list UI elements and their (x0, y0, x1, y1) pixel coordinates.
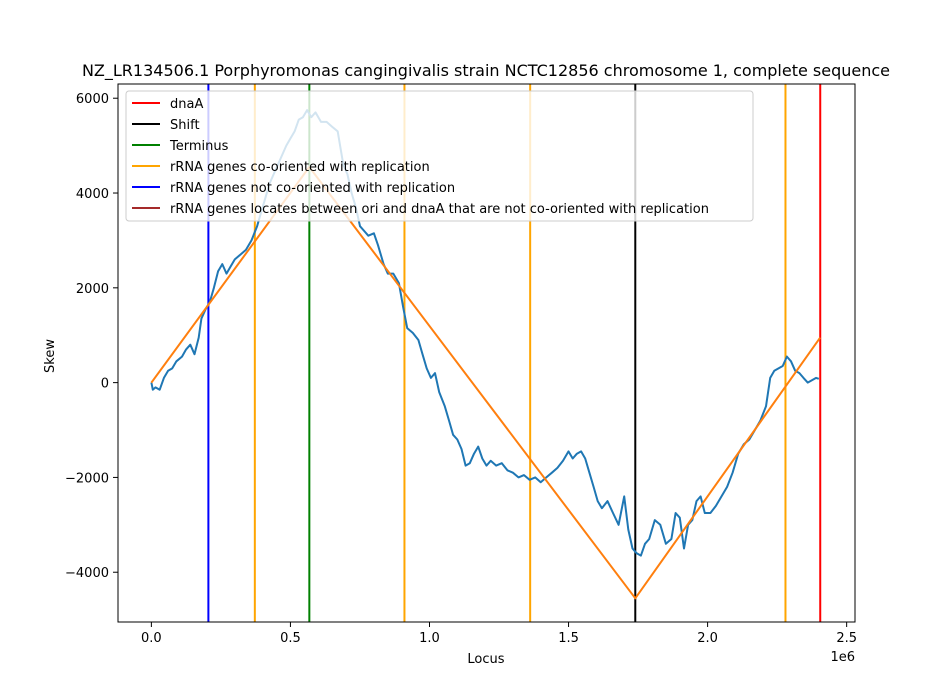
skew-series-line (150, 109, 820, 557)
legend-label-3: rRNA genes co-oriented with replication (170, 160, 430, 175)
y-tick-label-5: 6000 (76, 92, 109, 107)
y-tick-label-3: 2000 (76, 282, 109, 297)
y-tick-label-4: 4000 (76, 187, 109, 202)
legend-box (125, 90, 754, 222)
x-tick-label-1: 0.5 (280, 631, 301, 646)
x-tick-label-4: 2.0 (697, 631, 718, 646)
y-tick-label-2: 0 (101, 377, 109, 392)
legend-label-1: Shift (170, 118, 200, 133)
x-axis-offset-label: 1e6 (830, 650, 855, 665)
chart-title: NZ_LR134506.1 Porphyromonas cangingivali… (82, 61, 890, 81)
axes: 0.0 0.5 1.0 1.5 2.0 2.5 −4000 −2000 0 2000 4000 600… (65, 83, 857, 646)
x-tick-label-3: 1.5 (558, 631, 579, 646)
axes-frame (117, 83, 856, 623)
y-tick-label-0: −4000 (65, 566, 109, 581)
y-tick-label-1: −2000 (65, 471, 109, 486)
x-tick-label-0: 0.0 (141, 631, 162, 646)
x-axis-label: Locus (467, 652, 504, 667)
fitted-skew-line (150, 166, 822, 600)
legend: dnaA Shift Terminus rRNA genes co-oriented … (125, 90, 754, 222)
x-tick-label-2: 1.0 (419, 631, 440, 646)
y-axis-label: Skew (43, 339, 58, 373)
x-tick-label-5: 2.5 (836, 631, 857, 646)
legend-label-5: rRNA genes locates between ori and dnaA … (170, 202, 709, 217)
legend-label-0: dnaA (170, 97, 203, 112)
legend-label-4: rRNA genes not co-oriented with replicat… (170, 181, 455, 196)
legend-label-2: Terminus (169, 139, 229, 154)
